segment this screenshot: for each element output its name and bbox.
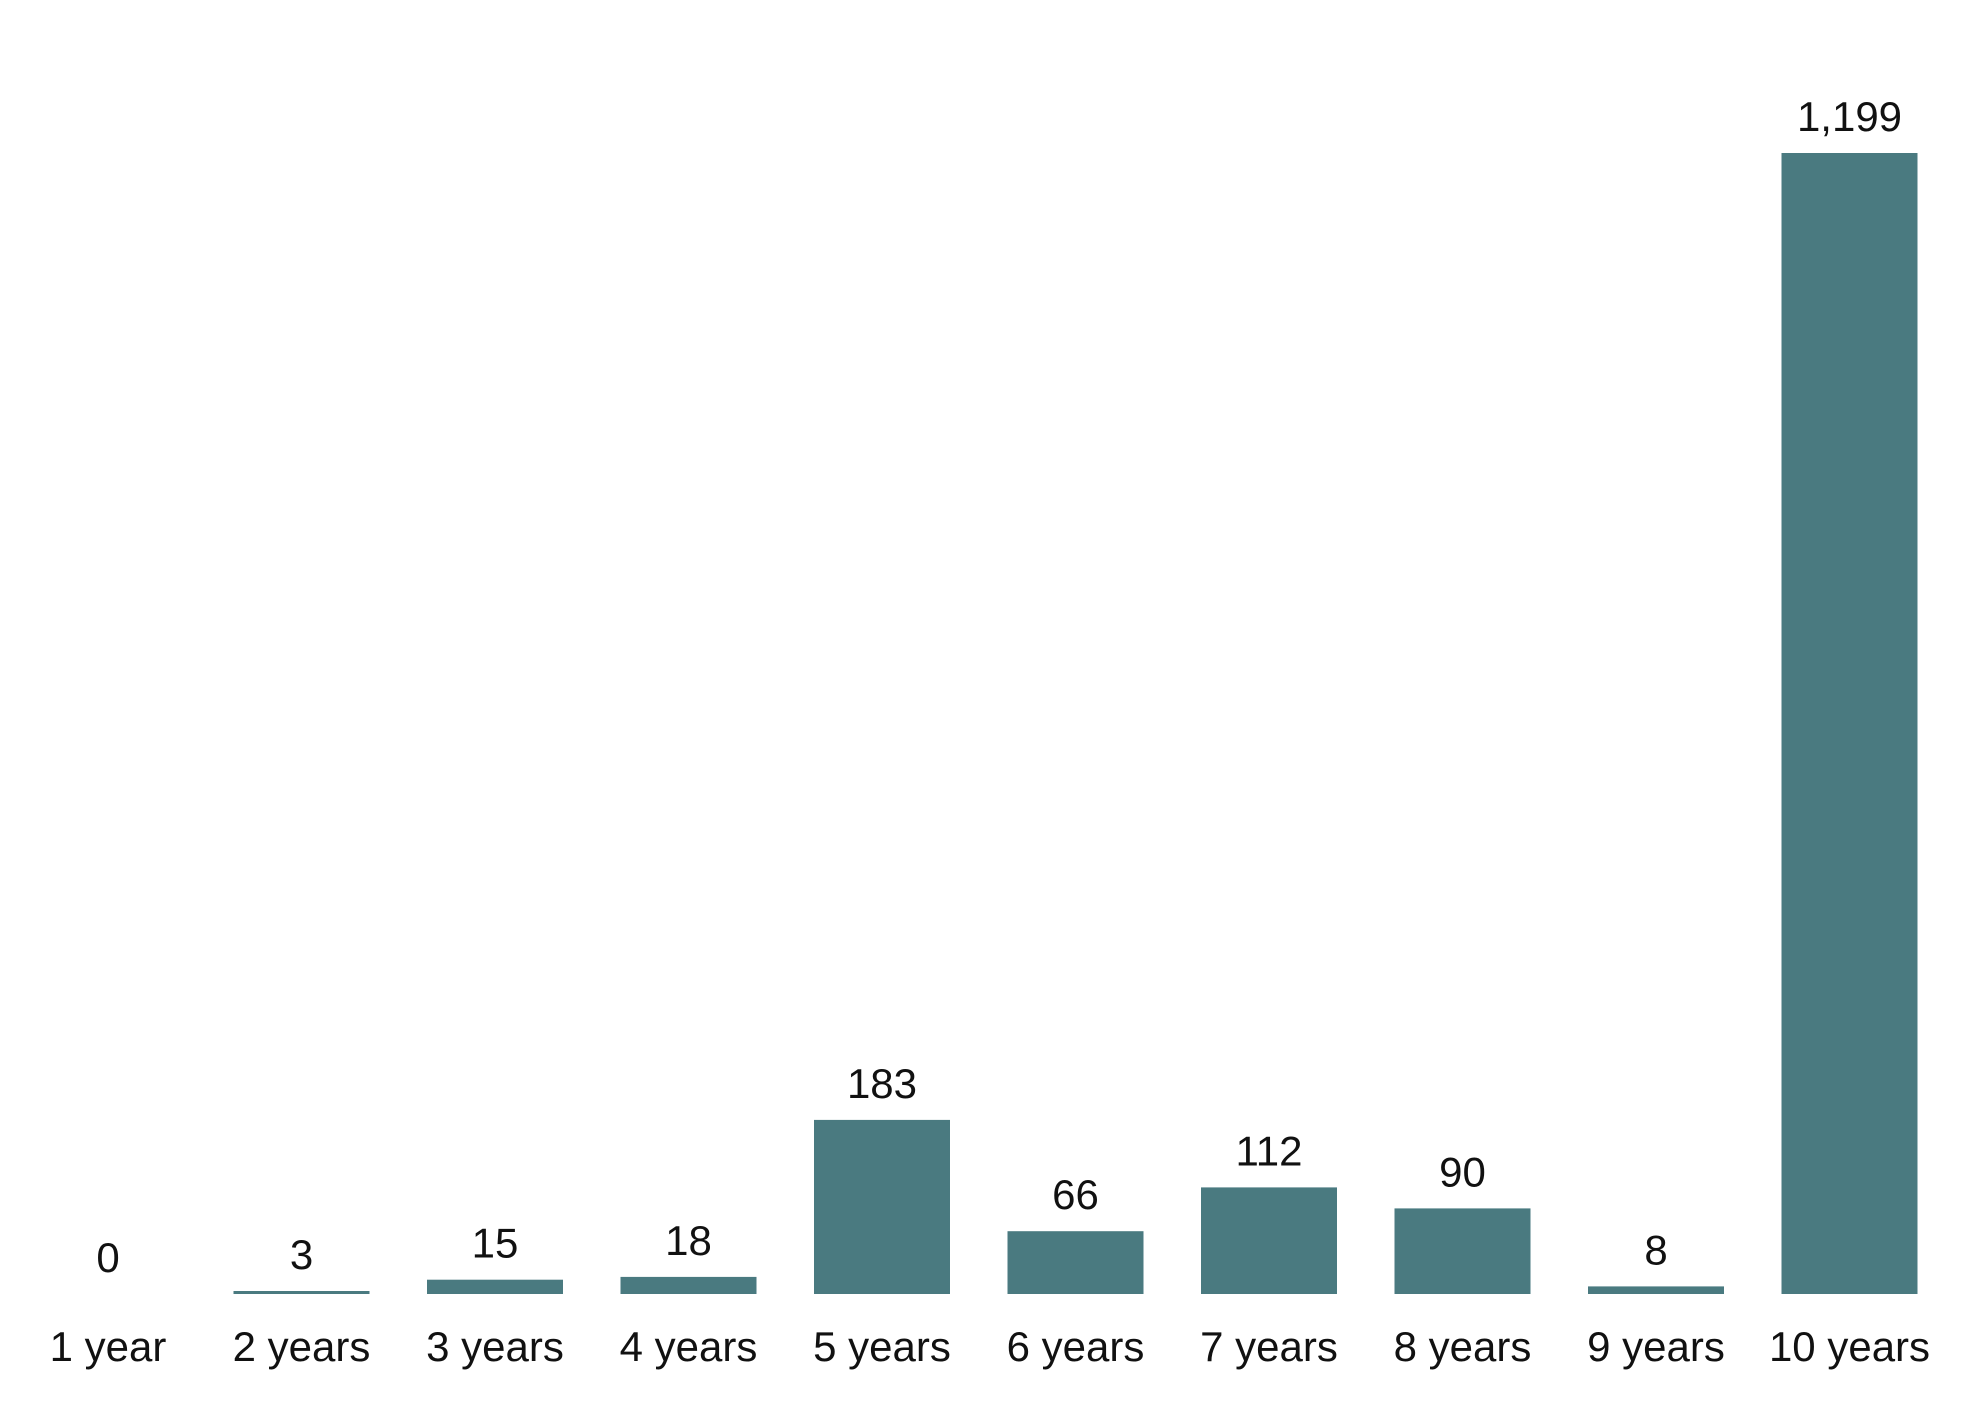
category-label-3: 3 years — [426, 1323, 564, 1370]
bar-7 — [1201, 1187, 1337, 1294]
value-label-4: 18 — [665, 1217, 712, 1264]
bar-6 — [1007, 1231, 1144, 1294]
bar-4 — [620, 1276, 757, 1294]
value-label-9: 8 — [1644, 1226, 1667, 1273]
value-label-3: 15 — [472, 1220, 519, 1267]
bar-8 — [1394, 1208, 1531, 1294]
value-label-8: 90 — [1439, 1148, 1486, 1195]
category-label-7: 7 years — [1200, 1323, 1338, 1370]
category-label-4: 4 years — [620, 1323, 758, 1370]
value-label-7: 112 — [1236, 1127, 1303, 1174]
value-label-1: 0 — [96, 1234, 119, 1281]
category-label-6: 6 years — [1007, 1323, 1145, 1370]
value-label-10: 1,199 — [1797, 93, 1902, 140]
bars-group — [233, 153, 1918, 1294]
value-labels-group: 0 3 15 18 183 66 112 90 8 1,199 — [96, 93, 1902, 1281]
value-label-2: 3 — [290, 1231, 313, 1278]
bar-5 — [814, 1119, 950, 1294]
category-label-8: 8 years — [1394, 1323, 1532, 1370]
category-label-1: 1 year — [50, 1323, 167, 1370]
bar-9 — [1588, 1286, 1724, 1294]
category-label-9: 9 years — [1587, 1323, 1725, 1370]
value-label-6: 66 — [1052, 1171, 1099, 1218]
bar-2 — [233, 1291, 370, 1294]
bar-3 — [427, 1279, 563, 1294]
category-labels-group: 1 year 2 years 3 years 4 years 5 years 6 year… — [50, 1323, 1930, 1370]
category-label-2: 2 years — [233, 1323, 371, 1370]
bar-10 — [1781, 153, 1918, 1294]
category-label-5: 5 years — [813, 1323, 951, 1370]
value-label-5: 183 — [847, 1060, 917, 1107]
category-label-10: 10 years — [1769, 1323, 1930, 1370]
